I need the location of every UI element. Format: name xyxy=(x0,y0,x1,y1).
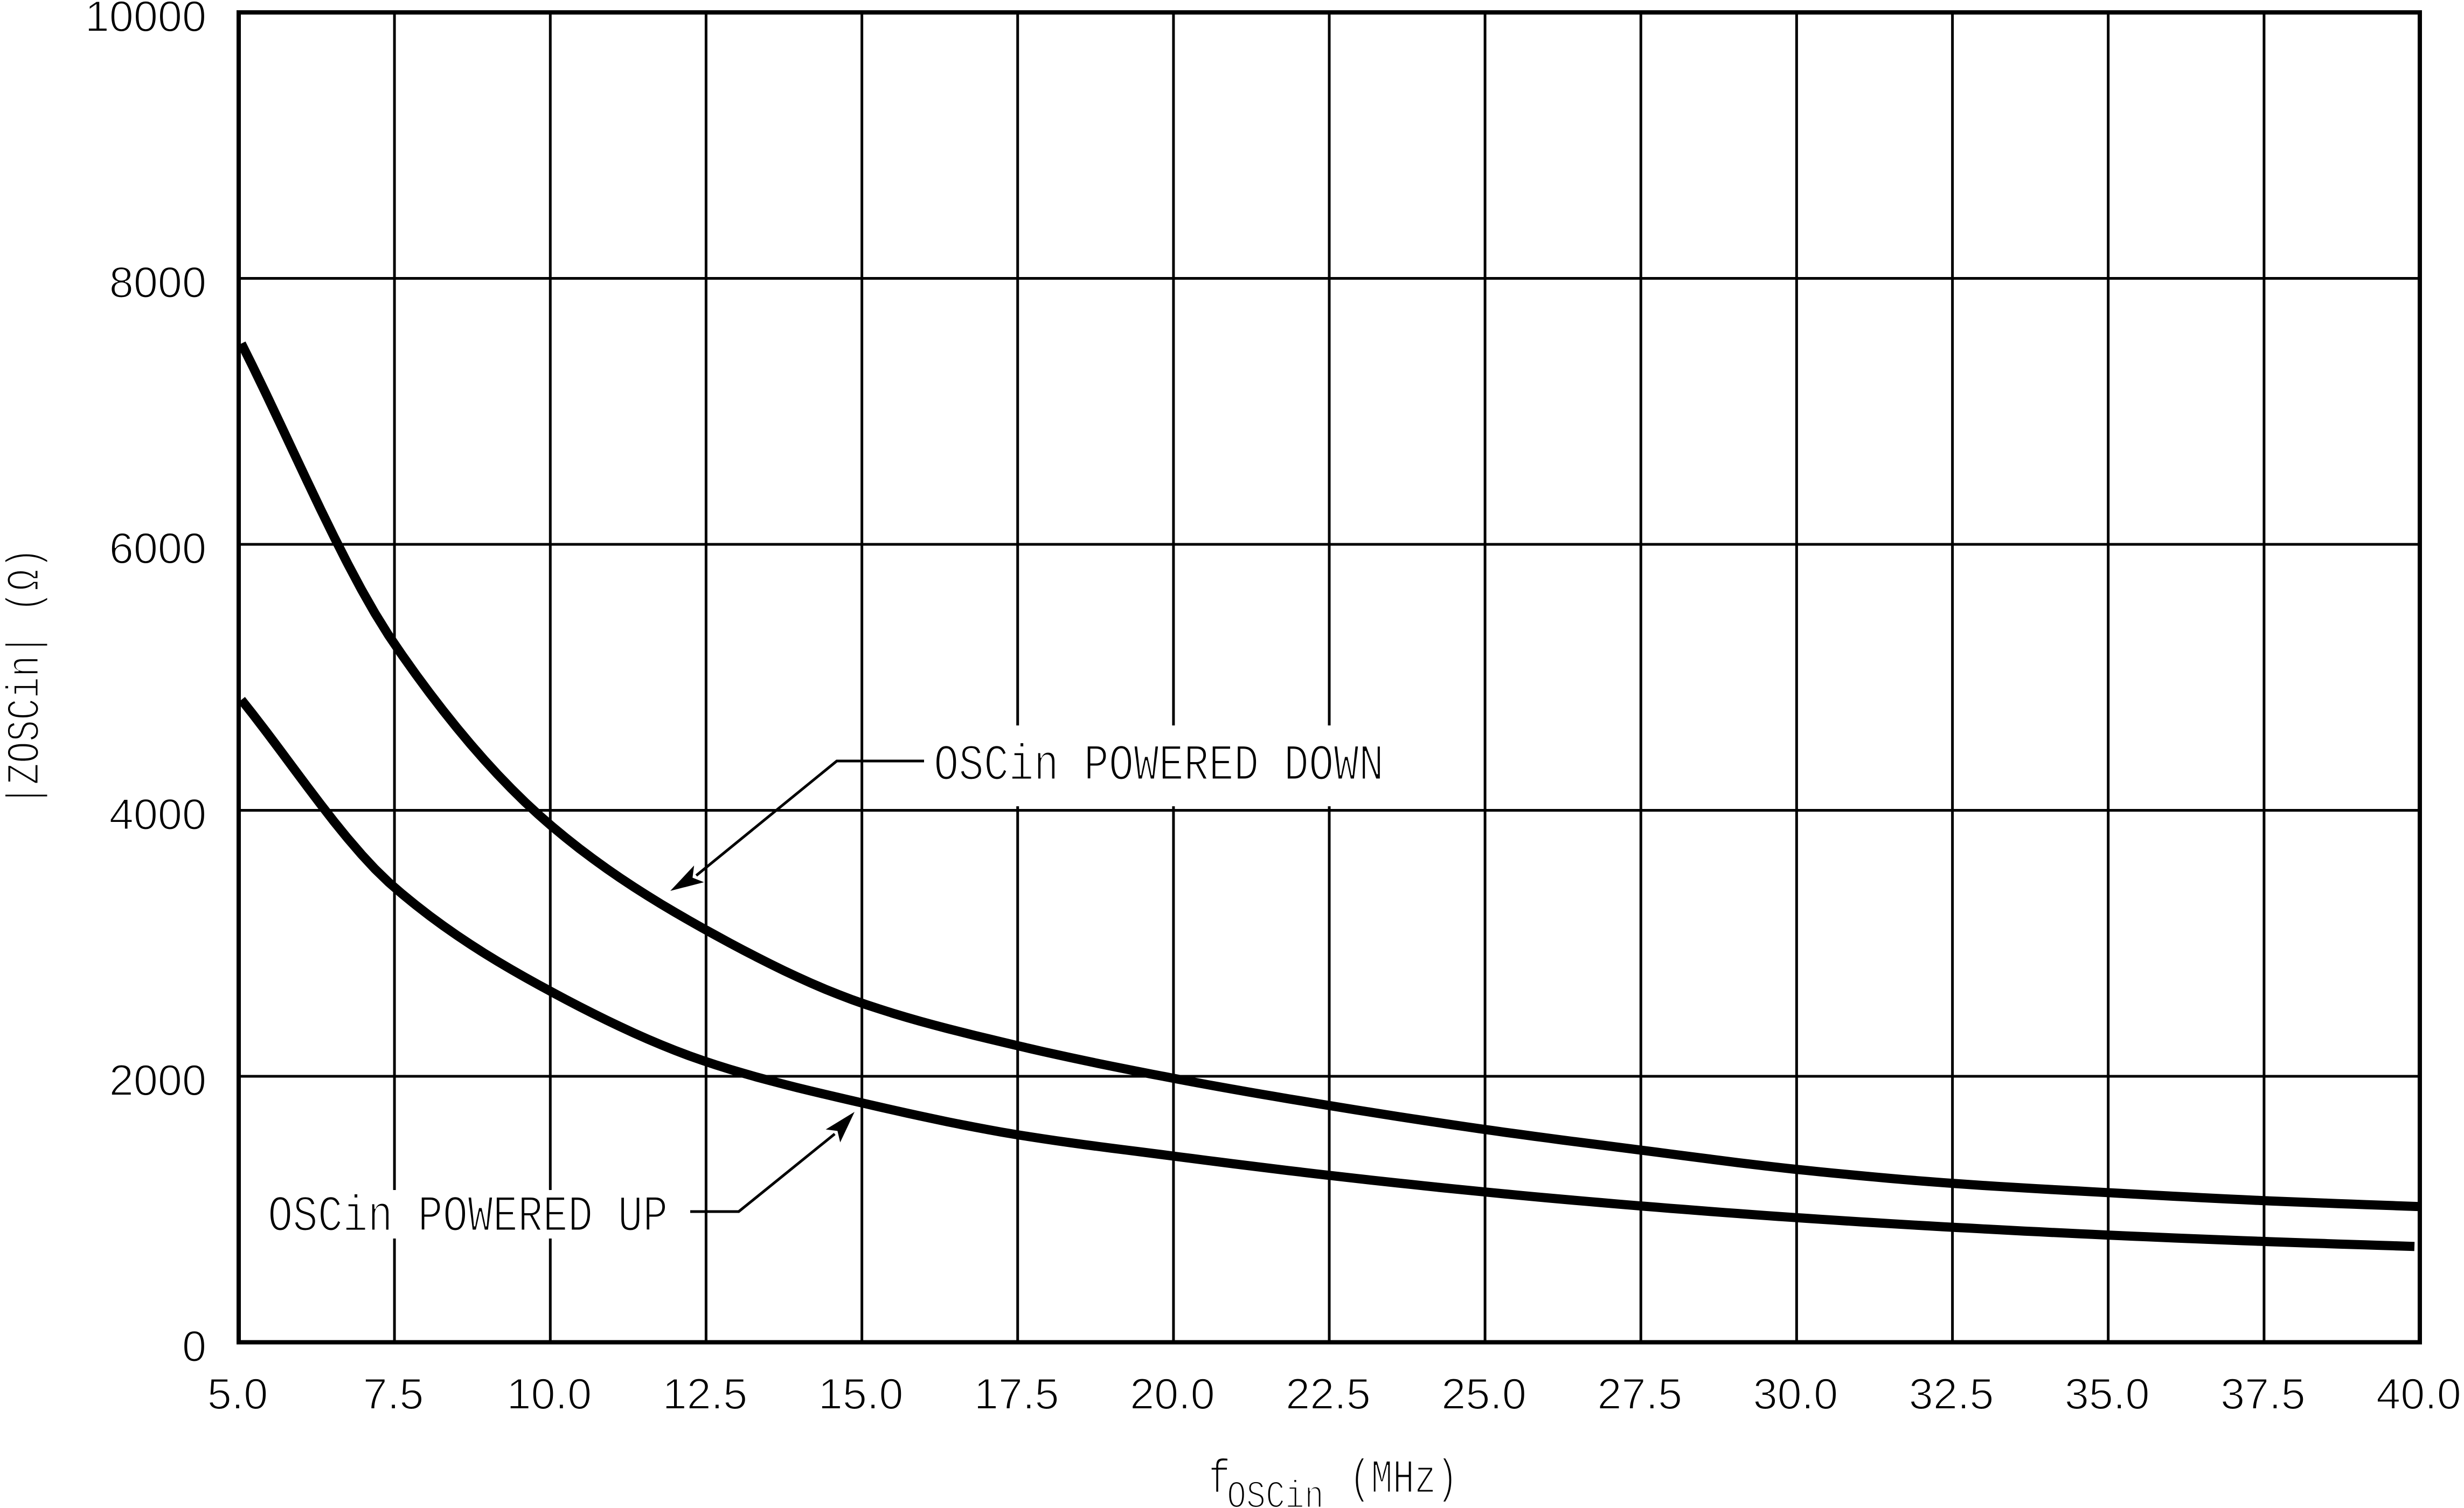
svg-text:5.0: 5.0 xyxy=(207,1370,268,1419)
svg-text:17.5: 17.5 xyxy=(974,1370,1059,1419)
svg-text:f: f xyxy=(1209,1452,1230,1507)
svg-text:20.0: 20.0 xyxy=(1130,1370,1215,1419)
svg-text:OSCin: OSCin xyxy=(1227,1475,1324,1508)
svg-text:8000: 8000 xyxy=(109,259,206,307)
svg-text:25.0: 25.0 xyxy=(1441,1370,1526,1419)
svg-text:OSCin POWERED UP: OSCin POWERED UP xyxy=(268,1188,668,1246)
svg-text:6000: 6000 xyxy=(109,524,206,573)
svg-text:30.0: 30.0 xyxy=(1753,1370,1838,1419)
svg-text:27.5: 27.5 xyxy=(1597,1370,1682,1419)
svg-text:2000: 2000 xyxy=(109,1056,206,1105)
svg-text:35.0: 35.0 xyxy=(2065,1370,2150,1419)
svg-text:10000: 10000 xyxy=(85,0,206,41)
svg-text:OSCin POWERED DOWN: OSCin POWERED DOWN xyxy=(934,737,1384,795)
svg-text:22.5: 22.5 xyxy=(1286,1370,1371,1419)
svg-text:10.0: 10.0 xyxy=(506,1370,592,1419)
svg-text:37.5: 37.5 xyxy=(2220,1370,2306,1419)
svg-text:32.5: 32.5 xyxy=(1909,1370,1994,1419)
svg-text:7.5: 7.5 xyxy=(363,1370,424,1419)
svg-text:12.5: 12.5 xyxy=(663,1370,748,1419)
svg-text:0: 0 xyxy=(182,1323,206,1371)
svg-text:|ZOSCin| (Ω): |ZOSCin| (Ω) xyxy=(1,548,53,806)
svg-text:15.0: 15.0 xyxy=(818,1370,904,1419)
svg-text:40.0: 40.0 xyxy=(2376,1370,2461,1419)
svg-text:(MHz): (MHz) xyxy=(1349,1452,1458,1507)
svg-text:4000: 4000 xyxy=(109,791,206,839)
